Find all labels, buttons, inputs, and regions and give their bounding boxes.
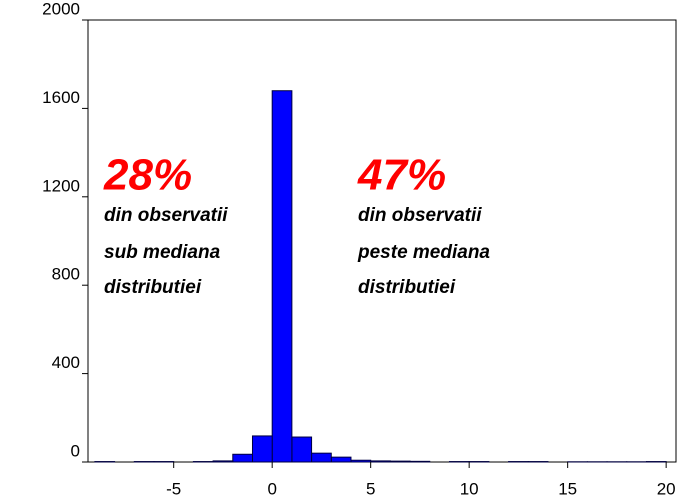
- y-tick-label: 1600: [42, 88, 80, 107]
- annotation-text: sub mediana: [104, 242, 221, 263]
- x-tick-label: 10: [460, 479, 479, 498]
- annotation-text: peste mediana: [357, 242, 490, 263]
- bar: [311, 452, 332, 463]
- y-tick-label: 2000: [42, 0, 80, 18]
- bar: [389, 460, 411, 463]
- bar: [330, 456, 352, 463]
- bar: [370, 460, 391, 463]
- annotation-text: distributiei: [358, 277, 456, 298]
- x-tick-label: 20: [657, 479, 676, 498]
- bar: [350, 459, 372, 463]
- y-tick-label: 0: [71, 441, 80, 460]
- bar: [291, 436, 313, 463]
- annotation-text: din observatii: [358, 205, 482, 226]
- annotation-text: din observatii: [104, 205, 228, 226]
- x-tick-label: 15: [558, 479, 577, 498]
- y-tick-label: 1200: [42, 176, 80, 195]
- x-tick-label: -5: [166, 479, 181, 498]
- plot-frame: [87, 19, 677, 463]
- x-tick-label: 0: [267, 479, 276, 498]
- bar: [212, 460, 234, 463]
- x-tick-label: 5: [366, 479, 375, 498]
- annotation-text: distributiei: [104, 277, 202, 298]
- bar: [251, 435, 273, 463]
- y-tick-label: 400: [52, 353, 80, 372]
- annotation-percent: 47%: [357, 151, 446, 200]
- y-tick-label: 800: [52, 265, 80, 284]
- annotation-percent: 28%: [103, 151, 192, 200]
- bar: [409, 460, 431, 463]
- bar: [232, 453, 253, 463]
- bar: [271, 90, 293, 463]
